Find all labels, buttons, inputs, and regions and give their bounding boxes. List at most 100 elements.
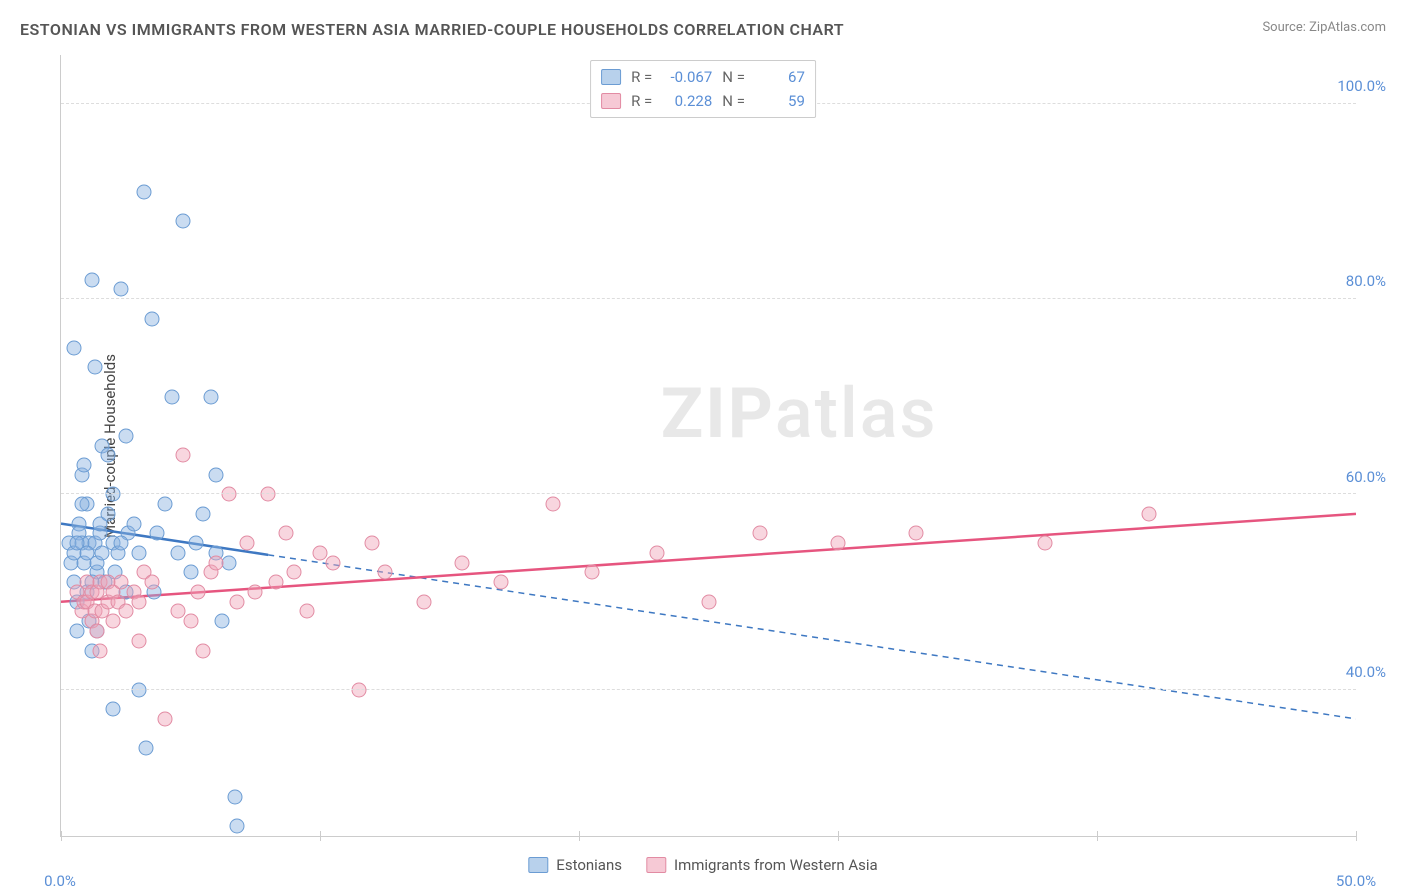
scatter-point-pink	[416, 594, 431, 609]
scatter-point-pink	[131, 594, 146, 609]
scatter-point-pink	[287, 565, 302, 580]
x-tick	[61, 831, 62, 841]
correlation-legend-row: R = 0.228 N = 59	[601, 89, 805, 113]
chart-title: ESTONIAN VS IMMIGRANTS FROM WESTERN ASIA…	[20, 20, 844, 39]
source-attribution: Source: ZipAtlas.com	[1262, 20, 1386, 35]
scatter-point-pink	[240, 536, 255, 551]
scatter-point-pink	[325, 555, 340, 570]
scatter-point-blue	[79, 545, 94, 560]
series-legend-item: Estonians	[528, 856, 622, 874]
scatter-point-pink	[105, 614, 120, 629]
n-value: 67	[755, 68, 805, 86]
scatter-point-blue	[74, 497, 89, 512]
scatter-point-blue	[66, 340, 81, 355]
scatter-point-pink	[118, 604, 133, 619]
scatter-point-pink	[175, 448, 190, 463]
scatter-point-pink	[351, 682, 366, 697]
x-axis-label: 0.0%	[44, 872, 76, 890]
scatter-point-pink	[261, 487, 276, 502]
scatter-point-blue	[165, 389, 180, 404]
x-axis-label: 50.0%	[1336, 872, 1376, 890]
scatter-point-blue	[131, 682, 146, 697]
scatter-point-blue	[105, 487, 120, 502]
scatter-point-blue	[222, 555, 237, 570]
correlation-legend-row: R = -0.067 N = 67	[601, 65, 805, 89]
scatter-point-pink	[209, 555, 224, 570]
series-legend-label: Estonians	[556, 856, 622, 874]
scatter-point-pink	[92, 643, 107, 658]
scatter-point-pink	[222, 487, 237, 502]
scatter-point-pink	[546, 497, 561, 512]
n-value: 59	[755, 92, 805, 110]
scatter-point-pink	[191, 584, 206, 599]
legend-swatch-pink	[601, 93, 621, 109]
scatter-point-pink	[584, 565, 599, 580]
scatter-point-blue	[85, 272, 100, 287]
scatter-point-blue	[204, 389, 219, 404]
scatter-point-pink	[313, 545, 328, 560]
scatter-point-pink	[494, 575, 509, 590]
scatter-point-blue	[118, 428, 133, 443]
scatter-point-pink	[377, 565, 392, 580]
r-value: 0.228	[662, 92, 712, 110]
gridline-h	[61, 298, 1356, 299]
scatter-point-blue	[139, 741, 154, 756]
scatter-point-pink	[649, 545, 664, 560]
scatter-point-pink	[196, 643, 211, 658]
scatter-point-pink	[90, 624, 105, 639]
y-axis-label: 40.0%	[1346, 663, 1386, 681]
scatter-point-blue	[214, 614, 229, 629]
chart-plot-area: ZIPatlas	[60, 55, 1356, 837]
n-label: N =	[722, 68, 745, 86]
scatter-point-pink	[300, 604, 315, 619]
x-tick	[320, 831, 321, 841]
r-value: -0.067	[662, 68, 712, 86]
scatter-point-blue	[113, 282, 128, 297]
scatter-point-pink	[230, 594, 245, 609]
scatter-point-blue	[227, 789, 242, 804]
scatter-point-blue	[157, 497, 172, 512]
scatter-point-blue	[105, 702, 120, 717]
scatter-surface	[61, 55, 1356, 836]
scatter-point-blue	[100, 448, 115, 463]
scatter-point-pink	[1141, 506, 1156, 521]
scatter-point-blue	[100, 506, 115, 521]
scatter-point-blue	[77, 458, 92, 473]
series-legend-label: Immigrants from Western Asia	[674, 856, 878, 874]
scatter-point-blue	[144, 311, 159, 326]
scatter-point-pink	[1038, 536, 1053, 551]
scatter-point-blue	[87, 360, 102, 375]
source-name: ZipAtlas.com	[1309, 20, 1386, 35]
x-tick	[579, 831, 580, 841]
scatter-point-blue	[136, 184, 151, 199]
scatter-point-blue	[131, 545, 146, 560]
scatter-point-blue	[149, 526, 164, 541]
correlation-legend: R = -0.067 N = 67 R = 0.228 N = 59	[590, 60, 816, 118]
scatter-point-blue	[196, 506, 211, 521]
source-label: Source:	[1262, 20, 1305, 35]
scatter-point-blue	[230, 819, 245, 834]
scatter-point-pink	[113, 575, 128, 590]
scatter-point-pink	[753, 526, 768, 541]
gridline-h	[61, 689, 1356, 690]
scatter-point-pink	[157, 711, 172, 726]
scatter-point-pink	[248, 584, 263, 599]
scatter-point-pink	[183, 614, 198, 629]
y-axis-label: 60.0%	[1346, 468, 1386, 486]
legend-swatch-blue	[528, 857, 548, 873]
series-legend-item: Immigrants from Western Asia	[646, 856, 878, 874]
scatter-point-pink	[170, 604, 185, 619]
scatter-point-pink	[831, 536, 846, 551]
scatter-point-blue	[170, 545, 185, 560]
r-label: R =	[631, 68, 652, 86]
scatter-point-blue	[113, 536, 128, 551]
n-label: N =	[722, 92, 745, 110]
y-axis-label: 100.0%	[1337, 77, 1386, 95]
y-axis-label: 80.0%	[1346, 272, 1386, 290]
scatter-point-pink	[701, 594, 716, 609]
scatter-point-blue	[183, 565, 198, 580]
scatter-point-pink	[268, 575, 283, 590]
scatter-point-blue	[175, 213, 190, 228]
scatter-point-pink	[908, 526, 923, 541]
series-legend: Estonians Immigrants from Western Asia	[528, 856, 877, 874]
